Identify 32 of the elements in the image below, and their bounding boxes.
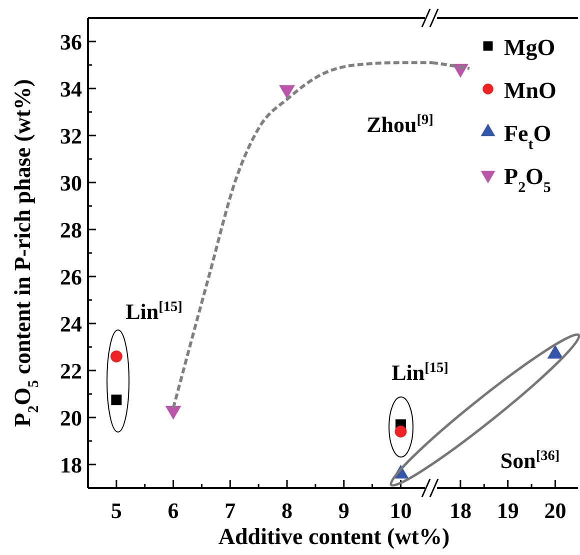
- y-tick-label: 32: [60, 124, 82, 148]
- y-tick-label: 36: [60, 30, 82, 54]
- y-tick-label: 24: [60, 312, 82, 336]
- annotation: Son$^{[36]}$: [500, 448, 560, 473]
- x-tick-label: 9: [338, 498, 350, 523]
- x-tick-label: 6: [168, 498, 179, 523]
- x-tick-label: 8: [282, 498, 293, 523]
- y-tick-label: 22: [60, 358, 82, 384]
- x-axis-title: Additive content (wt%): [218, 524, 450, 549]
- x-tick-label: 18: [449, 498, 472, 523]
- y-tick-label: 20: [60, 406, 82, 430]
- legend-label: P$_{2}$O$_{5}$: [504, 164, 551, 196]
- legend-label: MgO: [504, 35, 556, 61]
- y-tick-label: 26: [60, 264, 82, 290]
- x-tick-label: 7: [224, 498, 236, 523]
- annotation: Zhou$^{[9]}$: [366, 112, 434, 137]
- y-tick-label: 18: [60, 452, 82, 478]
- x-tick-label: 5: [110, 498, 122, 523]
- legend-label: Fe$_{t}$O: [504, 121, 552, 153]
- x-tick-label: 19: [496, 498, 519, 523]
- legend-label: MnO: [504, 78, 556, 103]
- annotation: Lin$^{[15]}$: [126, 299, 182, 324]
- point: [111, 394, 122, 406]
- x-tick-label: 20: [544, 498, 566, 523]
- y-tick-label: 28: [60, 218, 82, 242]
- point: [394, 426, 407, 438]
- point: [110, 350, 122, 362]
- point: [279, 85, 295, 99]
- y-tick-label: 34: [60, 76, 82, 102]
- annotation: Lin$^{[15]}$: [392, 360, 448, 385]
- y-tick-label: 30: [60, 170, 82, 196]
- x-tick-label: 10: [390, 498, 412, 523]
